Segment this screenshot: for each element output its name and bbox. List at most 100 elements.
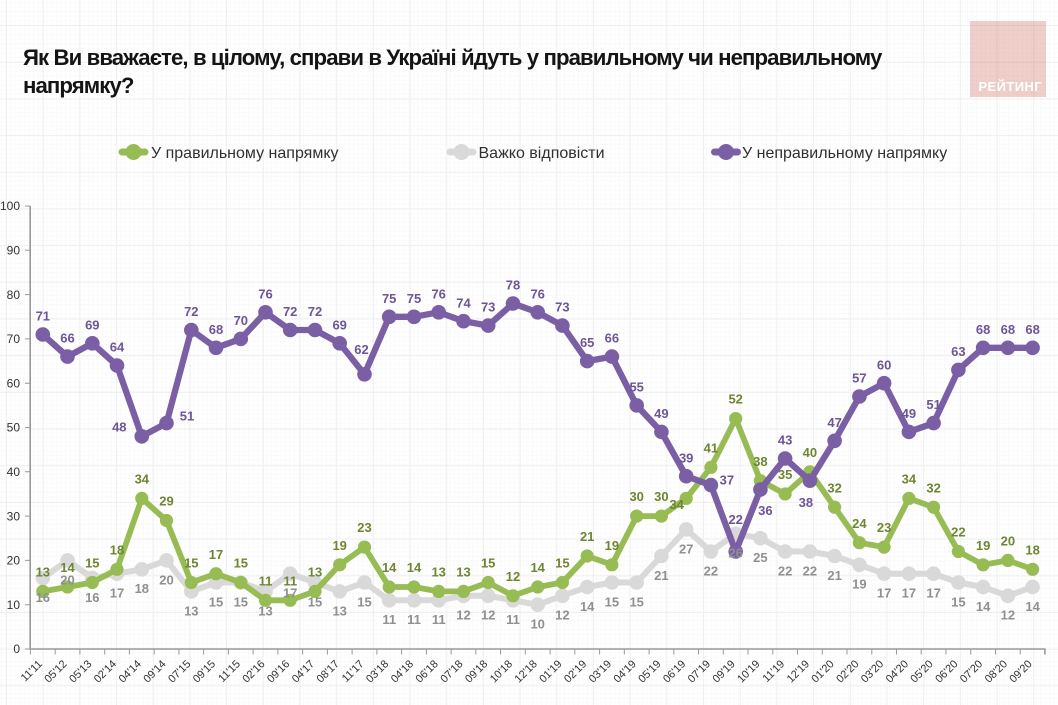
svg-text:48: 48 xyxy=(112,420,126,435)
svg-text:05'19: 05'19 xyxy=(636,658,663,685)
svg-text:68: 68 xyxy=(976,322,990,337)
svg-text:11: 11 xyxy=(259,573,273,588)
svg-text:73: 73 xyxy=(481,300,495,315)
svg-text:06'20: 06'20 xyxy=(933,658,960,685)
svg-text:29: 29 xyxy=(159,494,173,509)
svg-text:12'18: 12'18 xyxy=(513,658,540,685)
svg-text:65: 65 xyxy=(580,335,594,350)
svg-text:15: 15 xyxy=(951,594,965,609)
svg-text:21: 21 xyxy=(580,529,594,544)
svg-text:13: 13 xyxy=(36,565,50,580)
svg-text:70: 70 xyxy=(234,313,248,328)
svg-text:49: 49 xyxy=(654,406,668,421)
svg-text:11'15: 11'15 xyxy=(216,658,243,685)
svg-text:37: 37 xyxy=(720,473,734,488)
svg-text:07'18: 07'18 xyxy=(438,658,465,685)
svg-text:23: 23 xyxy=(357,520,371,535)
svg-text:55: 55 xyxy=(629,380,643,395)
svg-text:13: 13 xyxy=(258,603,272,618)
svg-text:38: 38 xyxy=(799,495,813,510)
svg-text:17: 17 xyxy=(877,586,891,601)
svg-text:51: 51 xyxy=(180,409,194,424)
svg-text:40: 40 xyxy=(803,445,817,460)
svg-text:32: 32 xyxy=(827,480,841,495)
svg-text:27: 27 xyxy=(679,541,693,556)
svg-text:68: 68 xyxy=(1025,322,1039,337)
svg-text:15: 15 xyxy=(605,594,619,609)
svg-text:68: 68 xyxy=(209,322,223,337)
svg-text:04'19: 04'19 xyxy=(612,658,639,685)
svg-text:09'15: 09'15 xyxy=(191,658,218,685)
svg-text:70: 70 xyxy=(7,332,21,346)
svg-text:02'16: 02'16 xyxy=(240,658,267,685)
svg-text:30: 30 xyxy=(629,489,643,504)
svg-text:10'18: 10'18 xyxy=(488,658,515,685)
svg-text:17: 17 xyxy=(209,547,223,562)
svg-text:13: 13 xyxy=(332,603,346,618)
svg-text:12: 12 xyxy=(456,608,470,623)
svg-text:39: 39 xyxy=(679,450,693,465)
svg-text:09'14: 09'14 xyxy=(141,658,168,685)
svg-text:40: 40 xyxy=(7,465,21,479)
svg-text:05'13: 05'13 xyxy=(67,658,94,685)
svg-text:19: 19 xyxy=(976,538,990,553)
svg-text:80: 80 xyxy=(7,288,21,302)
svg-text:19: 19 xyxy=(605,538,619,553)
svg-text:22: 22 xyxy=(728,512,742,527)
svg-text:69: 69 xyxy=(85,317,99,332)
svg-text:68: 68 xyxy=(1001,322,1015,337)
svg-text:30: 30 xyxy=(7,509,21,523)
svg-text:0: 0 xyxy=(13,642,20,656)
svg-text:05'12: 05'12 xyxy=(42,658,69,685)
svg-text:19: 19 xyxy=(852,577,866,592)
svg-text:15: 15 xyxy=(209,594,223,609)
svg-text:73: 73 xyxy=(555,300,569,315)
svg-text:15: 15 xyxy=(357,594,371,609)
svg-text:09'16: 09'16 xyxy=(265,658,292,685)
svg-text:06'19: 06'19 xyxy=(661,658,688,685)
svg-text:15: 15 xyxy=(629,594,643,609)
svg-text:15: 15 xyxy=(555,556,569,571)
svg-text:06'18: 06'18 xyxy=(414,658,441,685)
svg-text:12: 12 xyxy=(1001,608,1015,623)
svg-text:15: 15 xyxy=(308,594,322,609)
svg-text:22: 22 xyxy=(704,563,718,578)
svg-text:02'14: 02'14 xyxy=(92,658,119,685)
svg-text:62: 62 xyxy=(354,342,368,357)
svg-text:10'19: 10'19 xyxy=(735,658,762,685)
svg-text:11: 11 xyxy=(432,612,446,627)
svg-text:14: 14 xyxy=(407,560,422,575)
svg-text:12: 12 xyxy=(481,608,495,623)
svg-text:РЕЙТИНГ: РЕЙТИНГ xyxy=(978,79,1042,94)
svg-text:15: 15 xyxy=(234,594,248,609)
svg-text:21: 21 xyxy=(827,568,841,583)
svg-text:32: 32 xyxy=(926,480,940,495)
svg-text:43: 43 xyxy=(778,433,792,448)
svg-text:22: 22 xyxy=(951,525,965,540)
svg-text:26: 26 xyxy=(728,546,742,561)
svg-text:17: 17 xyxy=(283,586,297,601)
svg-text:66: 66 xyxy=(60,331,74,346)
svg-text:03'19: 03'19 xyxy=(587,658,614,685)
svg-text:72: 72 xyxy=(184,304,198,319)
svg-text:Важко відповісти: Важко відповісти xyxy=(479,145,605,162)
svg-text:07'15: 07'15 xyxy=(166,658,193,685)
svg-text:20: 20 xyxy=(159,572,173,587)
svg-text:17: 17 xyxy=(926,586,940,601)
svg-text:11: 11 xyxy=(506,612,520,627)
svg-text:03'18: 03'18 xyxy=(364,658,391,685)
svg-text:01'20: 01'20 xyxy=(809,658,836,685)
svg-text:04'17: 04'17 xyxy=(290,658,317,685)
svg-text:19: 19 xyxy=(332,538,346,553)
svg-text:71: 71 xyxy=(36,309,50,324)
svg-text:18: 18 xyxy=(135,581,149,596)
svg-text:76: 76 xyxy=(530,286,544,301)
svg-text:24: 24 xyxy=(852,516,867,531)
svg-text:15: 15 xyxy=(184,556,198,571)
svg-text:14: 14 xyxy=(976,599,991,614)
svg-text:12: 12 xyxy=(506,569,520,584)
svg-text:08'17: 08'17 xyxy=(315,658,342,685)
svg-text:52: 52 xyxy=(728,392,742,407)
svg-text:14: 14 xyxy=(382,560,397,575)
svg-text:11'19: 11'19 xyxy=(761,658,788,685)
